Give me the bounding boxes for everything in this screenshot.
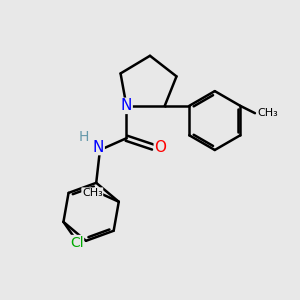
Text: N: N (121, 98, 132, 113)
Text: O: O (154, 140, 166, 154)
Text: Cl: Cl (70, 236, 83, 250)
Text: N: N (93, 140, 104, 154)
Text: CH₃: CH₃ (82, 188, 103, 198)
Text: H: H (79, 130, 89, 144)
Text: CH₃: CH₃ (257, 108, 278, 118)
